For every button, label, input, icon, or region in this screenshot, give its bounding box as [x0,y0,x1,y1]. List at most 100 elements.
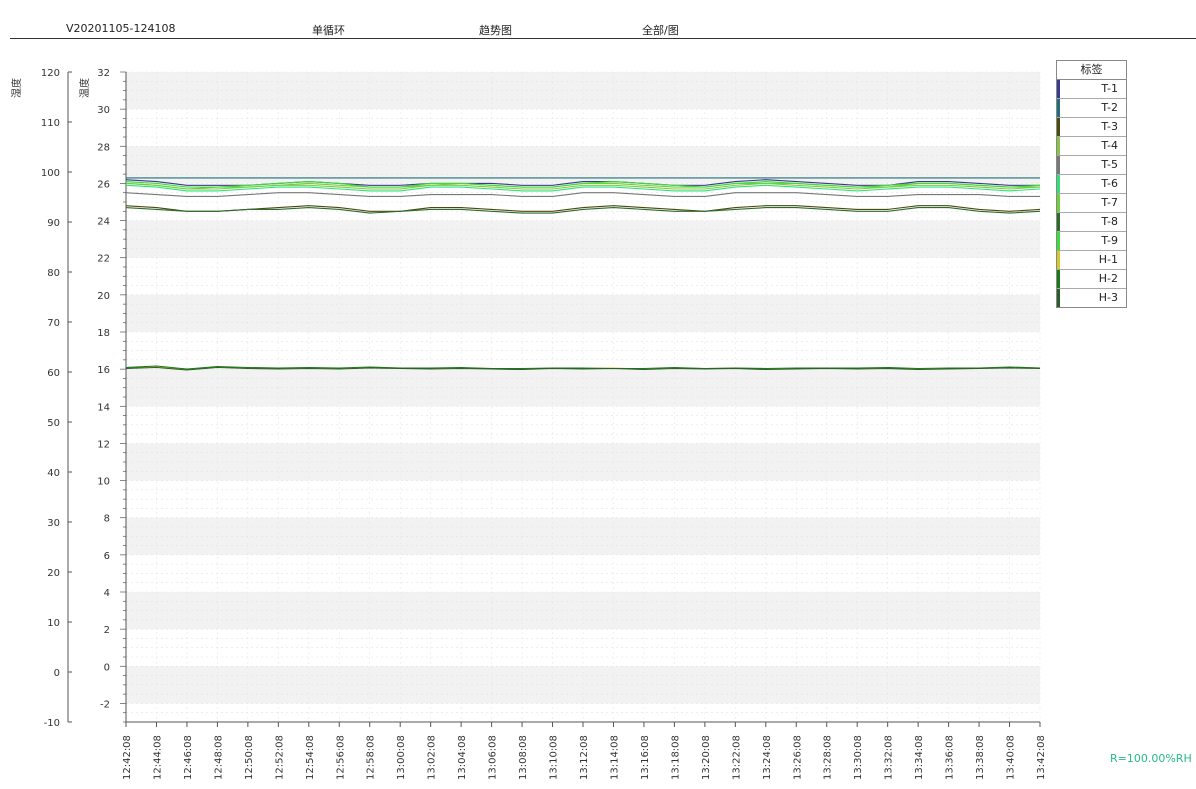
temperature-tick-label: 22 [97,254,110,265]
series-line-h-2 [125,365,1041,370]
header-bar: V20201105-124108 单循环 趋势图 全部/图 [0,0,1196,40]
legend-label: T-5 [1101,158,1118,171]
x-tick-label: 13:12:08 [579,735,590,780]
legend-title: 标签 [1057,61,1126,80]
series-line-t-9 [125,181,1041,188]
x-tick-label: 13:14:08 [609,735,620,780]
legend-label: T-4 [1101,139,1118,152]
trend-chart: -100102030405060708090100110120湿度-202468… [10,68,1047,780]
humidity-tick-label: 10 [47,618,60,629]
series-line-t-5 [125,192,1040,197]
legend-swatch [1057,270,1060,288]
legend-item-t-9[interactable]: T-9 [1057,232,1126,251]
x-tick-label: 13:34:08 [914,735,925,780]
legend-swatch [1057,137,1060,155]
legend-swatch [1057,80,1060,98]
temperature-tick-label: 32 [97,68,110,79]
legend-item-h-3[interactable]: H-3 [1057,289,1126,307]
temperature-tick-label: 12 [97,439,110,450]
legend-label: T-2 [1101,101,1118,114]
x-tick-label: 12:56:08 [335,735,346,780]
legend-item-h-1[interactable]: H-1 [1057,251,1126,270]
legend-label: H-1 [1098,253,1118,266]
humidity-tick-label: 30 [47,518,60,529]
legend-item-t-6[interactable]: T-6 [1057,175,1126,194]
temperature-tick-label: 24 [97,217,110,228]
x-tick-label: 12:44:08 [152,735,163,780]
x-tick-label: 12:42:08 [122,735,133,780]
temperature-tick-label: 6 [104,551,110,562]
humidity-tick-label: 70 [47,318,60,329]
temperature-tick-label: 10 [97,477,110,488]
version-label: V20201105-124108 [66,22,176,35]
x-tick-label: 12:52:08 [274,735,285,780]
legend-item-t-3[interactable]: T-3 [1057,118,1126,137]
series-line-t-8 [125,207,1041,214]
temperature-tick-label: 0 [104,662,110,673]
x-tick-label: 13:02:08 [427,735,438,780]
legend-label: T-9 [1101,234,1118,247]
x-tick-label: 13:36:08 [945,735,956,780]
x-tick-label: 13:00:08 [396,735,407,780]
temperature-tick-label: 26 [97,179,110,190]
x-tick-label: 13:16:08 [640,735,651,780]
x-tick-label: 13:08:08 [518,735,529,780]
x-tick-label: 13:24:08 [762,735,773,780]
series-line-h-3 [125,366,1041,371]
legend-label: T-7 [1101,196,1118,209]
legend-item-t-5[interactable]: T-5 [1057,156,1126,175]
x-tick-label: 13:38:08 [975,735,986,780]
humidity-axis-label: 湿度 [10,78,23,98]
cycle-mode-label[interactable]: 单循环 [312,24,345,37]
rh-reference-label: R=100.00%RH [1110,752,1192,765]
series-line-t-6 [125,184,1041,192]
legend-swatch [1057,194,1060,212]
x-tick-label: 13:26:08 [792,735,803,780]
temperature-tick-label: 14 [97,402,110,413]
x-tick-label: 13:18:08 [670,735,681,780]
legend-item-t-4[interactable]: T-4 [1057,137,1126,156]
temperature-tick-label: 28 [97,142,110,153]
humidity-tick-label: 50 [47,418,60,429]
legend-swatch [1057,251,1060,269]
x-tick-label: 13:04:08 [457,735,468,780]
x-tick-label: 12:50:08 [244,735,255,780]
humidity-tick-label: 120 [41,68,60,79]
legend-item-t-1[interactable]: T-1 [1057,80,1126,99]
humidity-tick-label: 100 [41,168,60,179]
temperature-tick-label: 18 [97,328,110,339]
legend-swatch [1057,156,1060,174]
view-type-label[interactable]: 趋势图 [479,24,512,37]
x-tick-label: 12:48:08 [213,735,224,780]
humidity-tick-label: 0 [54,668,60,679]
humidity-tick-label: 60 [47,368,60,379]
scope-label[interactable]: 全部/图 [642,24,679,37]
legend-label: T-6 [1101,177,1118,190]
legend-swatch [1057,175,1060,193]
humidity-tick-label: 110 [41,118,60,129]
humidity-tick-label: 20 [47,568,60,579]
x-tick-label: 13:06:08 [488,735,499,780]
legend-label: T-1 [1101,82,1118,95]
temperature-tick-label: 8 [104,514,110,525]
humidity-tick-label: 90 [47,218,60,229]
legend-swatch [1057,232,1060,250]
temperature-tick-label: 20 [97,291,110,302]
x-tick-label: 13:42:08 [1036,735,1047,780]
legend-item-h-2[interactable]: H-2 [1057,270,1126,289]
temperature-tick-label: 30 [97,105,110,116]
temperature-tick-label: -2 [100,699,110,710]
x-tick-label: 13:22:08 [731,735,742,780]
x-tick-label: 13:10:08 [549,735,560,780]
legend-item-t-2[interactable]: T-2 [1057,99,1126,118]
legend-item-t-8[interactable]: T-8 [1057,213,1126,232]
x-tick-label: 13:40:08 [1006,735,1017,780]
x-tick-label: 13:20:08 [701,735,712,780]
legend-item-t-7[interactable]: T-7 [1057,194,1126,213]
x-tick-label: 13:28:08 [823,735,834,780]
temperature-tick-label: 2 [104,625,110,636]
header-divider [10,38,1196,39]
x-tick-label: 13:30:08 [853,735,864,780]
legend-label: T-8 [1101,215,1118,228]
legend-label: H-2 [1098,272,1118,285]
